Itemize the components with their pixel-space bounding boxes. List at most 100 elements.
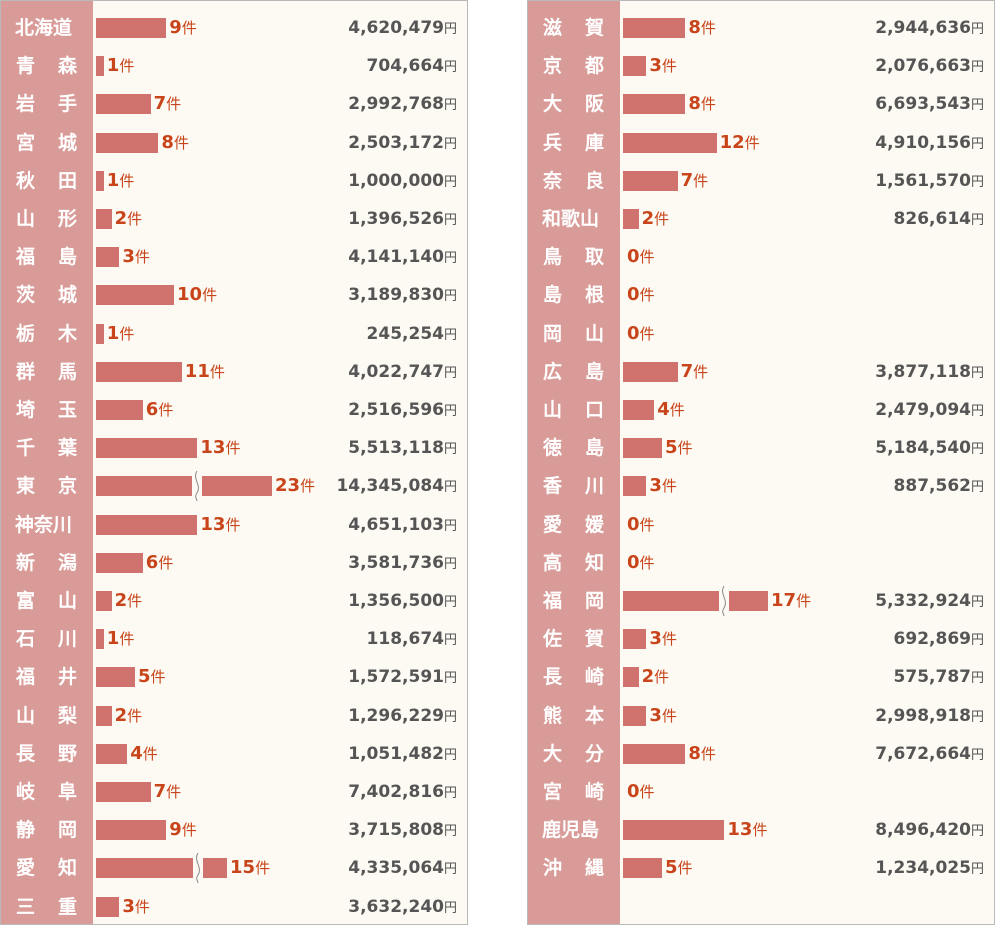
count-value: 1 bbox=[106, 169, 120, 191]
amount-unit: 円 bbox=[970, 22, 984, 37]
bar bbox=[96, 400, 143, 420]
count-label: 4件 bbox=[657, 391, 685, 429]
count-label: 8件 bbox=[688, 735, 716, 773]
count-unit: 件 bbox=[150, 668, 166, 687]
prefecture-text: 福 bbox=[543, 590, 563, 612]
count-value: 3 bbox=[122, 895, 135, 917]
amount-value: 1,396,526 bbox=[348, 209, 444, 229]
count-label: 5件 bbox=[665, 429, 693, 467]
count-value: 7 bbox=[153, 781, 167, 802]
count-label: 5件 bbox=[665, 849, 693, 887]
left-chart-panel: 北海道 9件 4,620,479円青森 1件 704,664円岩手 7件 2,992,768… bbox=[0, 0, 468, 925]
bar bbox=[623, 705, 647, 726]
amount-unit: 円 bbox=[970, 480, 984, 496]
amount-value: 4,651,103 bbox=[348, 514, 444, 535]
count-unit: 件 bbox=[693, 362, 709, 381]
chart-row: 栃木 1件 245,254円 bbox=[1, 315, 467, 353]
chart-row: 岡山 0件 bbox=[528, 315, 994, 353]
amount-value: 2,944,636 bbox=[875, 18, 971, 38]
amount-label: 5,513,118円 bbox=[348, 429, 457, 467]
prefecture-label: 沖縄 bbox=[528, 849, 620, 887]
bar bbox=[96, 743, 128, 764]
prefecture-text: 島 bbox=[58, 246, 78, 269]
prefecture-label: 岡山 bbox=[528, 315, 620, 353]
bar bbox=[96, 896, 120, 917]
prefecture-text: 岩 bbox=[16, 93, 36, 116]
chart-row: 山口 4件 2,479,094円 bbox=[528, 391, 994, 429]
count-value: 15 bbox=[230, 857, 256, 879]
count-value: 2 bbox=[114, 590, 128, 611]
prefecture-text: 愛 bbox=[543, 513, 563, 536]
amount-unit: 円 bbox=[970, 671, 984, 687]
count-label: 8件 bbox=[688, 85, 716, 123]
bar bbox=[623, 820, 725, 841]
prefecture-text: 重 bbox=[58, 895, 78, 918]
count-value: 6 bbox=[145, 551, 159, 573]
amount-label: 14,345,084円 bbox=[336, 467, 457, 505]
amount-label: 118,674円 bbox=[367, 620, 457, 658]
amount-label: 2,944,636円 bbox=[875, 9, 984, 47]
count-unit: 件 bbox=[654, 668, 670, 687]
amount-unit: 円 bbox=[443, 365, 457, 381]
count-unit: 件 bbox=[158, 553, 174, 572]
count-value: 0 bbox=[627, 781, 640, 802]
bar bbox=[623, 56, 647, 77]
count-unit: 件 bbox=[134, 248, 150, 267]
bar bbox=[96, 514, 198, 535]
amount-label: 1,396,526円 bbox=[348, 200, 457, 238]
prefecture-label: 兵庫 bbox=[528, 124, 620, 162]
amount-label: 7,402,816円 bbox=[348, 773, 457, 811]
count-unit: 件 bbox=[158, 401, 174, 419]
prefecture-text: 長 bbox=[16, 742, 36, 765]
chart-row: 秋田 1件 1,000,000円 bbox=[1, 162, 467, 200]
amount-label: 575,787円 bbox=[894, 658, 984, 696]
prefecture-text: 群 bbox=[16, 360, 36, 383]
prefecture-label: 鹿児島 bbox=[528, 811, 620, 849]
right-chart-panel: 滋賀 8件 2,944,636円京都 3件 2,076,663円大阪 8件 6,693,54… bbox=[527, 0, 995, 925]
amount-label: 4,910,156円 bbox=[875, 124, 984, 162]
amount-label: 4,651,103円 bbox=[348, 506, 457, 544]
prefecture-text: 北海道 bbox=[15, 17, 73, 39]
amount-value: 2,998,918 bbox=[875, 705, 971, 726]
amount-value: 692,869 bbox=[893, 629, 971, 650]
prefecture-label: 静岡 bbox=[1, 811, 93, 849]
count-value: 7 bbox=[680, 360, 694, 382]
prefecture-text: 鳥 bbox=[543, 246, 563, 269]
count-unit: 件 bbox=[700, 95, 716, 114]
amount-value: 575,787 bbox=[893, 667, 971, 688]
prefecture-text: 賀 bbox=[585, 628, 605, 651]
amount-value: 4,910,156 bbox=[875, 132, 971, 153]
bar bbox=[96, 285, 174, 306]
prefecture-text: 城 bbox=[58, 131, 78, 154]
count-value: 2 bbox=[114, 704, 128, 726]
count-value: 8 bbox=[688, 93, 701, 115]
amount-value: 4,022,747 bbox=[348, 361, 444, 382]
chart-row: 奈良 7件 1,561,570円 bbox=[528, 162, 994, 200]
bar bbox=[623, 667, 639, 688]
amount-value: 2,516,596 bbox=[348, 400, 444, 420]
prefecture-label: 山口 bbox=[528, 391, 620, 429]
amount-value: 704,664 bbox=[366, 56, 444, 77]
count-label: 0件 bbox=[627, 506, 655, 544]
amount-label: 3,715,808円 bbox=[348, 811, 457, 849]
prefecture-text: 石 bbox=[16, 628, 36, 651]
chart-row: 岐阜 7件 7,402,816円 bbox=[1, 773, 467, 811]
prefecture-text: 城 bbox=[58, 284, 78, 307]
prefecture-label: 神奈川 bbox=[1, 506, 93, 544]
bar bbox=[96, 209, 112, 229]
prefecture-text: 崎 bbox=[585, 781, 605, 803]
count-unit: 件 bbox=[225, 439, 241, 458]
amount-label: 6,693,543円 bbox=[875, 85, 984, 123]
prefecture-text: 東 bbox=[16, 475, 36, 498]
amount-label: 2,998,918円 bbox=[875, 697, 984, 735]
amount-unit: 円 bbox=[443, 251, 457, 267]
prefecture-text: 埼 bbox=[16, 399, 36, 421]
prefecture-label: 岐阜 bbox=[1, 773, 93, 811]
amount-value: 1,561,570 bbox=[875, 170, 971, 191]
count-label: 1件 bbox=[107, 315, 135, 353]
count-unit: 件 bbox=[166, 95, 182, 114]
chart-row: 広島 7件 3,877,118円 bbox=[528, 353, 994, 391]
bar bbox=[96, 56, 104, 77]
amount-label: 5,332,924円 bbox=[875, 582, 984, 620]
amount-value: 3,632,240 bbox=[348, 896, 444, 917]
